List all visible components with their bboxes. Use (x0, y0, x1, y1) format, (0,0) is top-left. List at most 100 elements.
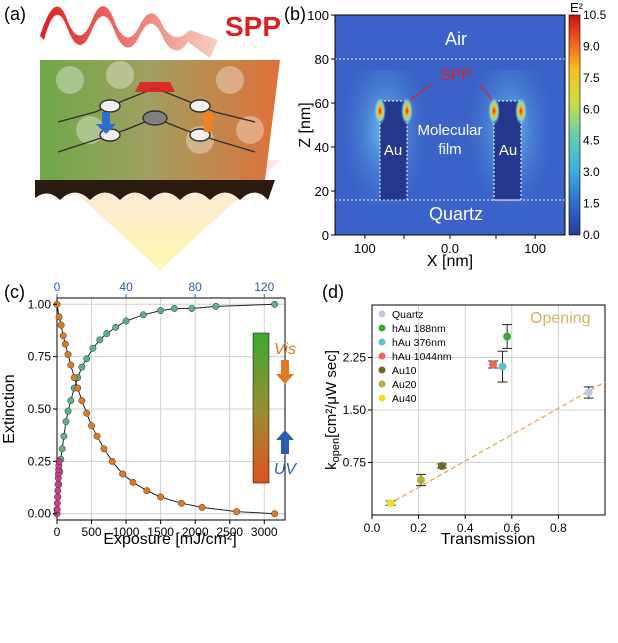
hotspot-4 (515, 97, 527, 125)
d-x-axis: 0.0 0.2 0.4 0.6 0.8 (364, 515, 567, 535)
c-point-s1-5 (64, 351, 72, 358)
panel-label-d: (d) (322, 282, 344, 302)
d-legend-marker-2 (378, 338, 386, 346)
c-point-s0-14 (89, 344, 97, 352)
d-x-tick-label-2: 0.4 (457, 521, 474, 535)
d-legend-marker-6 (378, 394, 386, 402)
b-y-tick-label-1: 20 (315, 184, 329, 199)
c-point-s1-14 (108, 457, 116, 465)
b-y-axis: 0 20 40 60 80 100 (307, 8, 335, 243)
c-point-s2-1 (53, 506, 61, 513)
b-y-tick-label-2: 40 (315, 140, 329, 155)
c-point-s0-18 (122, 317, 130, 325)
c-point-s2-5 (54, 480, 62, 488)
panel-d: (d) Quartz hAu 188nm hAu 376nm hAu 1044nm Au… (322, 282, 606, 548)
colorbar-tick-4: 4.5 (583, 134, 600, 148)
label-film-2: film (438, 141, 461, 158)
c-x-label: Exposure [mJ/cm²] (103, 531, 236, 548)
d-point-6 (386, 499, 395, 508)
d-y-tick-label-1: 1.50 (343, 403, 367, 417)
label-spp-b: SPP (440, 67, 472, 84)
label-au-right: Au (499, 142, 517, 159)
c-point-s2-3 (54, 493, 62, 501)
b-x-tick-label-4: 100 (524, 241, 546, 256)
b-y-tick-label-4: 80 (315, 52, 329, 67)
c-point-s1-20 (198, 503, 206, 511)
c-point-s1-3 (59, 332, 67, 340)
d-x-tick-label-0: 0.0 (364, 521, 381, 535)
c-point-s1-2 (57, 321, 65, 329)
d-legend: Quartz hAu 188nm hAu 376nm hAu 1044nm Au10 Au… (378, 309, 452, 405)
d-point-0 (584, 388, 593, 397)
spp-pointer-left (409, 83, 433, 101)
c-top-tick-label-0: 0 (54, 280, 61, 294)
b-x-label: X [nm] (427, 253, 473, 270)
hotspot-3 (488, 97, 500, 125)
colorbar-tick-6: 1.5 (583, 197, 600, 211)
colorbar-tick-1: 9.0 (583, 39, 600, 53)
vis-down-arrow-icon (276, 360, 294, 384)
vis-label: Vis (274, 341, 296, 358)
spp-label: SPP (225, 11, 281, 42)
label-quartz: Quartz (429, 204, 483, 224)
c-point-s0-12 (78, 363, 86, 371)
c-point-s1-19 (177, 499, 185, 507)
b-x-tick-label-0: 100 (354, 241, 376, 256)
colorbar-tick-2: 7.5 (583, 71, 600, 85)
c-x-tick-label-3: 1500 (147, 525, 174, 539)
spp-pointer-right (479, 83, 493, 101)
d-point-5 (416, 476, 425, 484)
d-x-label: Transmission (441, 531, 536, 548)
d-y-tick-label-0: 0.75 (343, 456, 367, 470)
c-point-s0-21 (171, 305, 178, 312)
b-x-axis: 100 0.0 100 (354, 235, 546, 256)
c-point-s0-16 (103, 330, 111, 338)
c-point-s1-16 (129, 478, 137, 486)
c-top-tick-label-2: 80 (189, 280, 203, 294)
colorbar-tick-3: 6.0 (583, 102, 600, 116)
panel-b: (b) Air SPP Au Au Molecular film Quartz … (284, 0, 607, 270)
d-legend-label-5: Au20 (392, 379, 417, 391)
c-x-tick-label-6: 3000 (251, 525, 278, 539)
c-top-tick-label-3: 120 (254, 280, 274, 294)
opening-label: Opening (530, 310, 591, 327)
c-top-axis: 0 40 80 120 (54, 280, 275, 298)
c-point-s1-1 (55, 313, 63, 321)
c-y-tick-label-0: 0.00 (28, 507, 52, 521)
c-point-s2-4 (54, 487, 62, 495)
d-legend-label-1: hAu 188nm (392, 323, 446, 335)
vis-uv-gradient-bar (252, 332, 270, 484)
colorbar-tick-0: 10.5 (583, 8, 607, 22)
panel-label-a: (a) (4, 4, 26, 24)
c-x-tick-label-0: 0 (54, 525, 61, 539)
c-point-s0-22 (188, 305, 196, 312)
uv-up-arrow-icon (276, 430, 294, 454)
surface-holes (35, 180, 275, 200)
c-point-s1-18 (157, 493, 165, 501)
d-x-tick-label-3: 0.6 (503, 521, 520, 535)
c-y-tick-label-3: 0.75 (28, 350, 52, 364)
c-point-s1-22 (271, 510, 279, 518)
colorbar-tick-5: 3.0 (583, 165, 600, 179)
down-arrow-icon (96, 112, 116, 134)
c-point-s0-6 (60, 432, 68, 440)
hotspot-2 (401, 97, 413, 125)
d-point-4 (437, 462, 446, 470)
label-film-1: Molecular (417, 122, 482, 139)
c-point-s1-8 (74, 384, 82, 392)
c-grid (56, 298, 285, 520)
c-point-s2-2 (53, 499, 61, 507)
c-y-tick-label-2: 0.50 (28, 402, 52, 416)
d-y-label: kopen[cm²/μW sec] (323, 350, 342, 470)
d-legend-marker-1 (378, 324, 386, 332)
panel-a: SPP (a) (4, 4, 281, 270)
c-point-s0-8 (64, 407, 72, 415)
c-point-s1-15 (119, 470, 127, 478)
c-point-s0-17 (112, 323, 120, 331)
c-top-tick-label-1: 40 (119, 280, 133, 294)
colorbar-title: E² (570, 0, 584, 15)
c-point-s1-9 (78, 397, 86, 405)
b-y-label: Z [nm] (297, 102, 314, 147)
d-data-points (385, 324, 594, 508)
